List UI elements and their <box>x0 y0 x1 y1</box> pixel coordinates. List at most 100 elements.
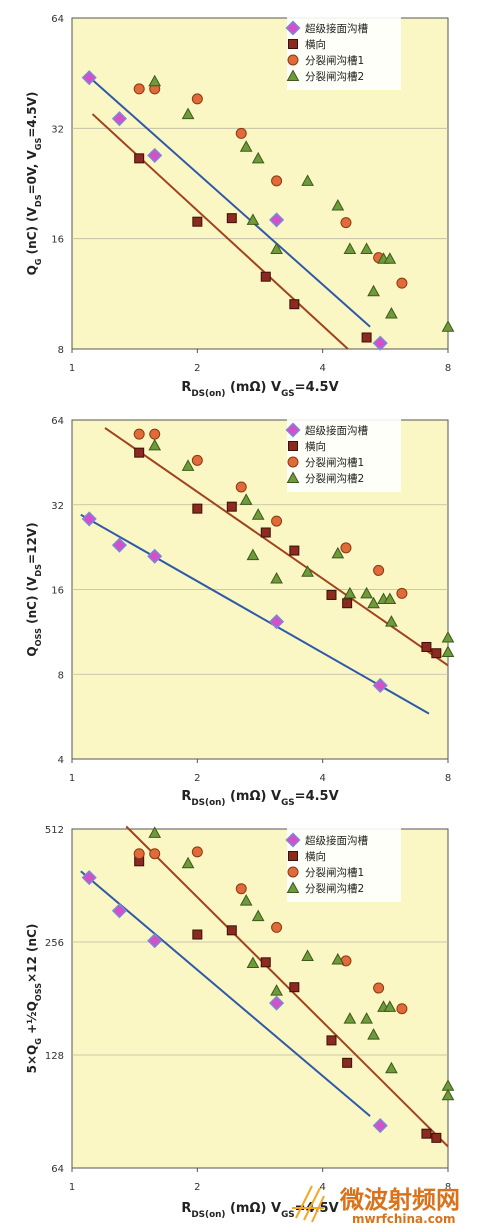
data-point <box>181 107 195 120</box>
data-point <box>269 995 285 1011</box>
data-point <box>111 903 128 919</box>
x-tick-label: 1 <box>69 773 75 784</box>
data-point <box>385 615 398 627</box>
legend-box <box>287 16 401 90</box>
data-point <box>367 284 380 297</box>
legend-marker <box>285 20 301 36</box>
data-point <box>289 545 300 556</box>
series-1 <box>134 856 442 1143</box>
fit-line-blue <box>85 73 371 328</box>
data-point <box>441 320 455 332</box>
y-tick-label: 64 <box>51 1164 64 1175</box>
data-point <box>191 93 203 105</box>
data-point <box>326 1035 337 1046</box>
data-point <box>301 174 314 186</box>
x-tick-label: 8 <box>445 773 451 784</box>
x-tick-label: 4 <box>319 773 325 784</box>
x-tick-label: 2 <box>194 1182 200 1193</box>
data-point <box>260 527 271 538</box>
svg-text:微波射频网: 微波射频网 <box>339 1186 460 1214</box>
data-point <box>271 515 283 527</box>
data-point <box>270 572 283 584</box>
x-tick-label: 8 <box>445 363 451 374</box>
data-point <box>81 511 97 527</box>
data-point <box>343 586 357 599</box>
data-point <box>289 982 300 993</box>
data-point <box>133 428 145 440</box>
legend-label: 超级接面沟槽 <box>305 424 368 437</box>
data-point <box>396 277 408 289</box>
legend-label: 分裂闸沟槽1 <box>305 866 364 879</box>
data-point <box>81 70 97 86</box>
data-point <box>383 592 397 605</box>
x-tick-label: 1 <box>69 1182 75 1193</box>
series-3 <box>148 826 455 1101</box>
legend-marker <box>287 54 299 66</box>
data-point <box>396 1003 408 1015</box>
y-tick-label: 128 <box>45 1051 64 1062</box>
data-point <box>383 1000 397 1012</box>
legend-marker <box>288 851 298 861</box>
data-point <box>226 501 237 512</box>
chart-1: 8 16 32 64 1 2 4 8 RDS(on) (mΩ) VGS=4.5V QG (nC) … <box>25 14 455 399</box>
y-axis-label: QG (nC) (VDS=0V, VGS=4.5V) <box>25 92 43 276</box>
data-point <box>192 216 203 227</box>
fit-line-blue <box>80 870 371 1117</box>
legend-box <box>287 418 401 492</box>
data-point <box>269 614 285 630</box>
series-2 <box>133 83 408 289</box>
x-tick-label: 4 <box>319 363 325 374</box>
fit-line-brown <box>91 113 349 350</box>
data-point <box>385 1061 398 1074</box>
data-point <box>361 332 372 343</box>
data-point <box>147 548 163 564</box>
data-point <box>271 921 283 933</box>
data-point <box>260 271 271 282</box>
y-tick-label: 32 <box>51 124 64 135</box>
data-point <box>431 648 442 659</box>
data-point <box>251 508 265 520</box>
data-point <box>421 641 432 652</box>
data-point <box>441 645 455 657</box>
y-tick-label: 64 <box>51 14 64 25</box>
data-point <box>372 1118 388 1134</box>
x-tick-label: 4 <box>319 1182 325 1193</box>
series-0 <box>81 511 388 694</box>
series-1 <box>134 447 442 659</box>
legend-label: 超级接面沟槽 <box>305 22 368 35</box>
data-point <box>239 493 253 505</box>
x-tick-label: 2 <box>194 363 200 374</box>
data-point <box>331 952 345 965</box>
data-point <box>301 949 314 961</box>
data-point <box>301 565 314 577</box>
y-tick-label: 32 <box>51 501 64 512</box>
data-point <box>340 542 352 554</box>
watermark: 微波射频网 mwrfchina.com <box>290 1178 486 1227</box>
legend-label: 分裂闸沟槽2 <box>305 472 364 485</box>
legend-marker <box>285 832 301 848</box>
series-1 <box>134 153 372 343</box>
data-point <box>289 299 300 310</box>
data-point <box>270 242 283 254</box>
y-axis-label: 5×QG +½QOSS×12 (nC) <box>25 924 43 1074</box>
data-point <box>441 631 455 643</box>
data-point <box>148 74 162 87</box>
legend-label: 横向 <box>305 440 326 453</box>
data-point <box>340 217 352 229</box>
data-point <box>181 459 195 471</box>
data-point <box>251 909 265 922</box>
x-tick-label: 1 <box>69 363 75 374</box>
legend-marker <box>285 422 301 438</box>
data-point <box>431 1132 442 1143</box>
x-tick-label: 2 <box>194 773 200 784</box>
data-point <box>360 242 373 254</box>
data-point <box>331 199 345 211</box>
x-axis-label: RDS(on) (mΩ) VGS=4.5V <box>181 1201 338 1220</box>
legend-label: 横向 <box>305 38 326 51</box>
data-point <box>181 856 195 869</box>
data-point <box>326 589 337 600</box>
data-point <box>421 1128 432 1139</box>
legend-label: 横向 <box>305 850 326 863</box>
